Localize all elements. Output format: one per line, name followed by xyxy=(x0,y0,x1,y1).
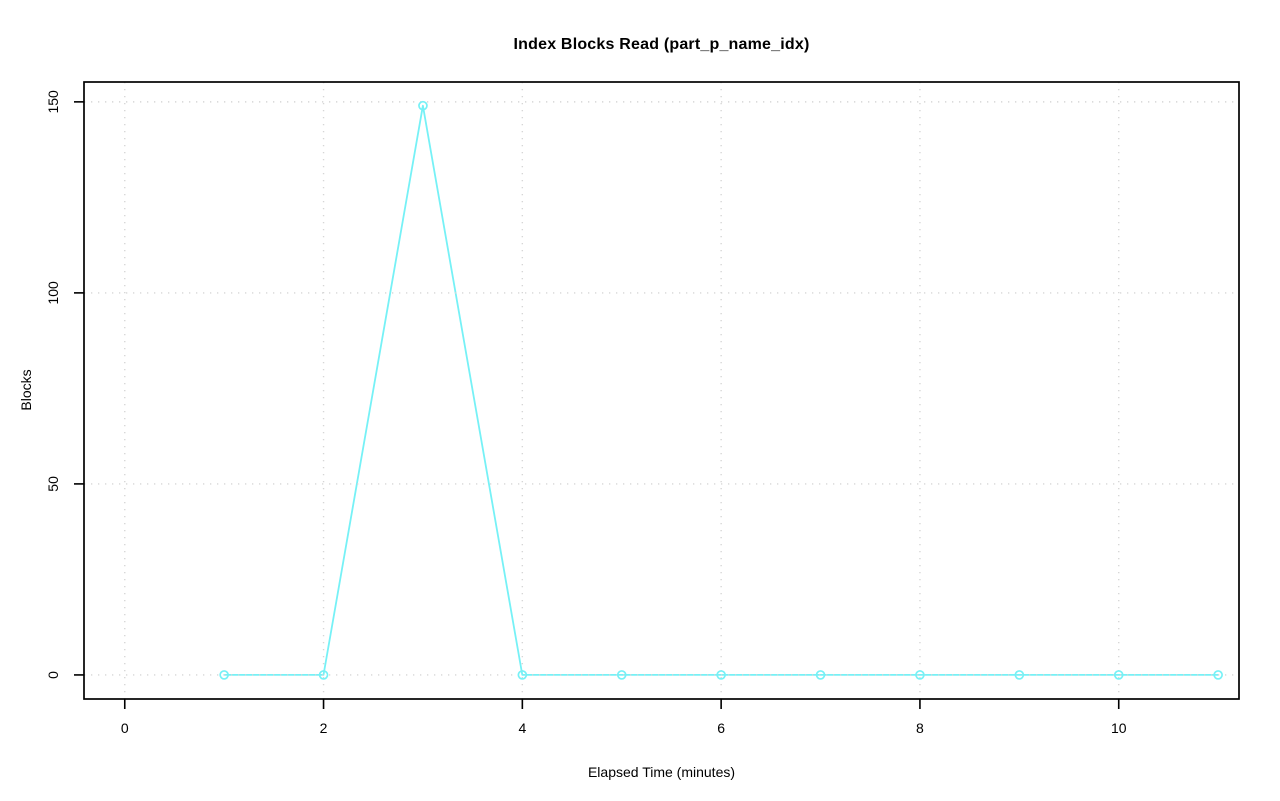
x-tick-label: 10 xyxy=(1111,720,1127,736)
x-tick-label: 2 xyxy=(320,720,328,736)
data-point xyxy=(418,100,428,111)
y-tick-label: 100 xyxy=(45,281,61,305)
chart-title: Index Blocks Read (part_p_name_idx) xyxy=(513,36,810,53)
data-point xyxy=(219,670,230,680)
gridlines xyxy=(84,82,1239,699)
x-axis-title: Elapsed Time (minutes) xyxy=(587,764,736,780)
x-tick-label: 0 xyxy=(121,720,129,736)
plot-box xyxy=(83,81,1240,700)
data-point xyxy=(815,670,826,680)
x-tick-label: 8 xyxy=(916,720,924,736)
x-tick-labels: 0 2 4 6 8 10 xyxy=(121,720,1127,736)
data-point xyxy=(1014,670,1025,680)
y-tick-label: 150 xyxy=(45,90,61,114)
data-point xyxy=(915,670,925,680)
data-point xyxy=(1213,670,1223,680)
x-tick-label: 6 xyxy=(717,720,725,736)
y-axis-title: Blocks xyxy=(18,369,34,411)
x-tick-label: 4 xyxy=(518,720,526,736)
data-point xyxy=(318,670,329,680)
y-tick-labels: 0 50 100 150 xyxy=(45,90,61,679)
data-points xyxy=(219,100,1223,680)
data-point xyxy=(1113,670,1124,680)
data-point xyxy=(517,670,528,680)
data-point xyxy=(716,670,726,680)
axis-ticks xyxy=(74,101,1120,709)
y-tick-label: 0 xyxy=(45,671,61,679)
data-point xyxy=(616,670,627,680)
y-tick-label: 50 xyxy=(45,476,61,492)
